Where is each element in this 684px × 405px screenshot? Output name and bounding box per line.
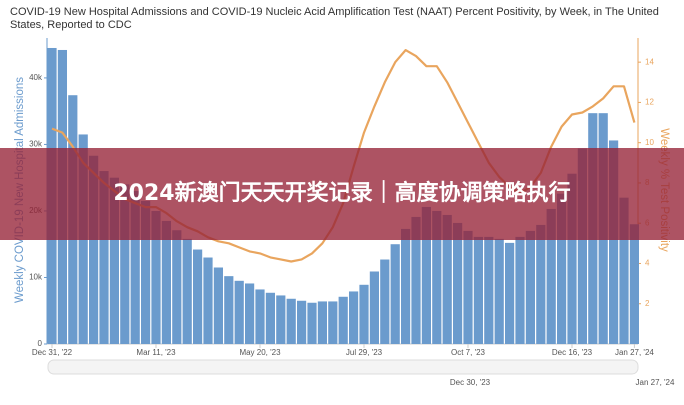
bar [609, 140, 619, 344]
navigator-label: Jan 27, '24 [636, 378, 675, 387]
bar [234, 280, 244, 344]
bar [411, 216, 421, 344]
bar [120, 184, 130, 344]
x-tick-label: Oct 7, '23 [451, 348, 486, 357]
bar [130, 191, 140, 344]
y-tick-label: 40k [29, 73, 43, 82]
bar [99, 171, 109, 344]
bar [172, 230, 182, 344]
chart-title: States, Reported to CDC [10, 19, 132, 31]
x-tick-label: Jul 29, '23 [346, 348, 383, 357]
bar [494, 238, 504, 344]
bar [536, 224, 546, 344]
bar [224, 276, 234, 344]
bar [255, 289, 265, 344]
bar [89, 155, 99, 344]
bar [359, 284, 369, 344]
bar [442, 214, 452, 344]
bar [182, 238, 192, 344]
bar [577, 148, 587, 344]
bar [297, 300, 307, 344]
bar [307, 302, 317, 344]
bar [390, 244, 400, 344]
bar [193, 249, 203, 344]
bar [525, 230, 535, 344]
x-tick-label: Jan 27, '24 [615, 348, 654, 357]
bar [203, 257, 213, 344]
bar [245, 283, 255, 344]
bar [546, 208, 556, 344]
x-tick-label: Mar 11, '23 [136, 348, 176, 357]
bar [401, 228, 411, 344]
banner-text: 2024新澳门天天开奖记录｜高度协调策略执行 [113, 181, 571, 206]
x-tick-label: May 20, '23 [239, 348, 281, 357]
bar [276, 295, 286, 344]
bar [567, 173, 577, 344]
bar [286, 298, 296, 344]
x-tick-label: Dec 16, '23 [552, 348, 593, 357]
y2-tick-label: 2 [645, 299, 650, 308]
bar [151, 210, 161, 344]
bar [515, 236, 525, 344]
bar [317, 301, 327, 344]
bar [141, 200, 151, 344]
y2-tick-label: 14 [645, 57, 654, 66]
bar [109, 177, 119, 344]
bar [213, 267, 223, 344]
banner: 2024新澳门天天开奖记录｜高度协调策略执行 [0, 148, 684, 240]
bar [619, 197, 629, 344]
bar [484, 236, 494, 344]
bar [463, 230, 473, 344]
y2-tick-label: 12 [645, 98, 654, 107]
bar [432, 210, 442, 344]
bar [473, 236, 483, 344]
bar [369, 271, 379, 344]
bar [265, 292, 275, 344]
bar [349, 291, 359, 344]
bar [629, 224, 639, 344]
navigator-label: Dec 30, '23 [450, 378, 491, 387]
y-tick-label: 30k [29, 140, 43, 149]
y2-tick-label: 4 [645, 259, 650, 268]
y-tick-label: 10k [29, 273, 43, 282]
navigator[interactable] [47, 359, 639, 375]
bar [453, 222, 463, 344]
bar [380, 259, 390, 344]
bar [328, 301, 338, 344]
bar [161, 220, 171, 344]
bar [421, 206, 431, 344]
bar [557, 193, 567, 344]
x-tick-label: Dec 31, '22 [32, 348, 73, 357]
chart-title: COVID-19 New Hospital Admissions and COV… [10, 6, 659, 18]
y2-tick-label: 10 [645, 138, 654, 147]
bar [338, 296, 348, 344]
y-tick-label: 0 [38, 339, 43, 348]
bar [505, 242, 515, 344]
